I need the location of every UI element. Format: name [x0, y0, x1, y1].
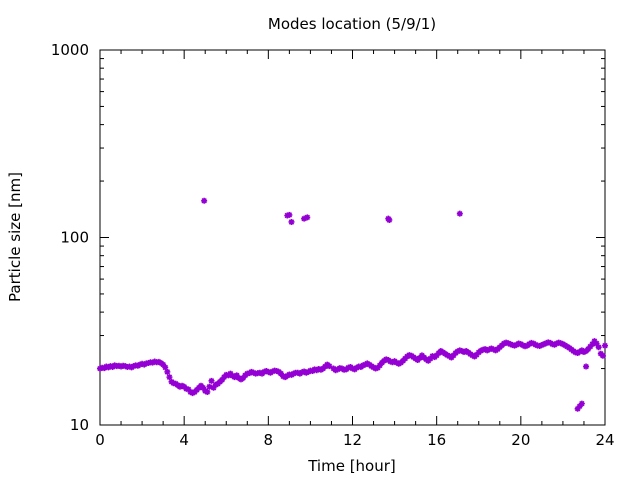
y-tick-label: 1000: [51, 41, 89, 59]
data-point: [473, 351, 480, 358]
data-point: [326, 363, 333, 370]
y-tick-label: 10: [70, 416, 89, 434]
data-point: [290, 370, 297, 377]
x-tick-label: 8: [264, 431, 274, 449]
data-point: [261, 368, 268, 375]
data-point: [273, 368, 280, 375]
data-point: [208, 377, 215, 384]
x-tick-label: 4: [179, 431, 189, 449]
data-point: [265, 368, 272, 375]
chart-title: Modes location (5/9/1): [268, 15, 436, 33]
data-point: [294, 369, 301, 376]
data-point: [164, 368, 171, 375]
y-axis: 10 100 1000: [51, 41, 605, 434]
data-point: [200, 384, 207, 391]
data-point: [286, 211, 293, 218]
data-point: [301, 215, 308, 222]
data-point: [97, 365, 103, 372]
data-point: [221, 374, 228, 381]
data-point: [280, 373, 287, 380]
data-point: [219, 376, 226, 383]
data-point: [456, 210, 463, 217]
data-point: [256, 369, 263, 376]
data-point: [589, 341, 596, 348]
data-point: [576, 403, 583, 410]
data-point: [484, 347, 491, 354]
data-point: [490, 346, 497, 353]
data-point: [599, 352, 606, 359]
data-point: [578, 400, 585, 407]
data-point: [160, 361, 167, 368]
data-point: [583, 363, 590, 370]
data-point: [519, 342, 526, 349]
y-axis-label: Particle size [nm]: [6, 172, 24, 302]
data-point: [386, 216, 393, 223]
data-point: [166, 374, 173, 381]
data-point: [507, 341, 514, 348]
data-point: [585, 346, 592, 353]
data-point: [332, 367, 339, 374]
data-point: [206, 383, 213, 390]
data-point: [311, 366, 318, 373]
x-tick-label: 12: [343, 431, 362, 449]
data-point: [536, 342, 543, 349]
data-point: [345, 364, 352, 371]
data-point: [201, 197, 208, 204]
data-point: [557, 340, 564, 347]
data-point: [233, 372, 240, 379]
data-point: [376, 362, 383, 369]
x-tick-label: 16: [427, 431, 446, 449]
data-point: [538, 342, 545, 349]
data-point: [591, 338, 598, 345]
data-point: [574, 405, 581, 412]
data-point: [427, 355, 434, 362]
data-point: [540, 341, 547, 348]
data-point: [433, 352, 440, 359]
data-point: [486, 346, 493, 353]
data-point: [304, 214, 311, 221]
data-point: [210, 384, 217, 391]
x-tick-label: 20: [511, 431, 530, 449]
x-tick-label: 0: [95, 431, 105, 449]
data-points: [97, 197, 608, 412]
data-point: [299, 369, 305, 376]
data-point: [372, 365, 379, 372]
data-point: [511, 342, 518, 349]
data-point: [263, 368, 270, 375]
x-axis: 0 4 8 12 16 20 24: [95, 50, 615, 449]
data-point: [416, 354, 423, 361]
data-point: [593, 340, 600, 347]
data-point: [248, 368, 255, 375]
data-point: [288, 218, 295, 225]
data-point: [162, 364, 169, 371]
data-point: [349, 365, 356, 372]
data-point: [602, 342, 608, 349]
data-point: [315, 365, 322, 372]
data-point: [240, 375, 247, 382]
data-point: [374, 364, 381, 371]
data-point: [501, 340, 507, 347]
data-point: [185, 386, 192, 393]
data-point: [277, 370, 284, 377]
data-point: [450, 352, 457, 359]
data-point: [553, 340, 560, 347]
data-point: [505, 340, 512, 347]
data-point: [532, 341, 539, 348]
data-point: [595, 344, 602, 351]
x-axis-label: Time [hour]: [307, 457, 396, 475]
data-point: [269, 368, 276, 375]
data-point: [250, 369, 257, 376]
data-point: [587, 343, 594, 350]
data-point: [204, 388, 211, 395]
data-point: [488, 345, 495, 352]
data-point: [303, 369, 310, 376]
data-point: [543, 340, 550, 347]
x-tick-label: 24: [595, 431, 614, 449]
y-tick-label: 100: [60, 229, 89, 247]
